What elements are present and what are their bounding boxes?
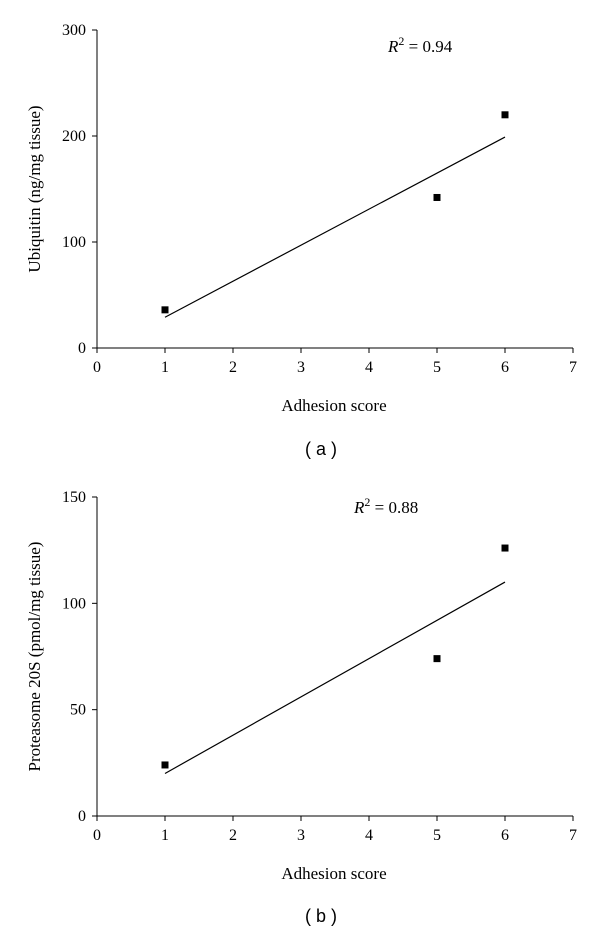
chart1-x-tick-label: 4 — [365, 827, 373, 844]
chart1-x-tick-label: 5 — [433, 827, 441, 844]
chart1-x-tick-label: 6 — [501, 827, 509, 844]
chart0-x-tick-label: 6 — [501, 359, 509, 376]
chart1-r-symbol: R — [353, 498, 365, 517]
chart1-data-point — [501, 544, 509, 552]
chart1-r-value: = 0.88 — [370, 498, 418, 517]
chart0-data-point — [501, 111, 509, 119]
chart0-r-symbol: R — [387, 37, 399, 56]
chart1-x-tick-label: 0 — [93, 827, 101, 844]
chart0-y-tick-label: 200 — [62, 128, 86, 145]
chart0-data-point — [161, 306, 169, 314]
chart0-x-tick-label: 4 — [365, 359, 373, 376]
chart1-r-exponent: 2 — [364, 495, 370, 509]
chart1-panel-label: ( b ) — [305, 906, 337, 926]
chart1-y-tick-label: 100 — [62, 595, 86, 612]
chart1-x-tick-label: 2 — [229, 827, 237, 844]
chart1-x-axis-title: Adhesion score — [281, 864, 386, 883]
chart1-y-axis-title: Proteasome 20S (pmol/mg tissue) — [25, 542, 44, 772]
chart0-y-tick-label: 100 — [62, 234, 86, 251]
chart1-x-tick-label: 1 — [161, 827, 169, 844]
chart0-y-tick-label: 0 — [78, 340, 86, 357]
chart0-x-tick-label: 1 — [161, 359, 169, 376]
chart0-x-tick-label: 2 — [229, 359, 237, 376]
chart0-x-tick-label: 5 — [433, 359, 441, 376]
chart1-panel: 0 1 2 3 4 5 6 7 0 50 100 150 Adhesion score Proteasom… — [25, 489, 577, 926]
chart0-y-axis-title: Ubiquitin (ng/mg tissue) — [25, 105, 44, 272]
chart1-regression-line — [164, 581, 506, 774]
chart0-regression-line — [164, 136, 506, 318]
chart1-data-point — [433, 655, 441, 663]
chart0-r-squared-annotation: R2 = 0.94 — [387, 34, 453, 56]
chart1-x-tick-label: 3 — [297, 827, 305, 844]
chart0-r-value: = 0.94 — [404, 37, 452, 56]
chart0-panel-label: ( a ) — [305, 439, 337, 459]
chart1-data-point — [161, 761, 169, 769]
chart0-r-exponent: 2 — [398, 34, 404, 48]
chart0-y-tick-label: 300 — [62, 22, 86, 39]
chart1-r-squared-annotation: R2 = 0.88 — [353, 495, 418, 517]
chart1-y-tick-label: 150 — [62, 489, 86, 506]
chart1-y-tick-label: 50 — [70, 702, 86, 719]
chart1-x-tick-label: 7 — [569, 827, 577, 844]
chart0-x-tick-label: 7 — [569, 359, 577, 376]
chart1-y-tick-label: 0 — [78, 808, 86, 825]
chart0-panel: 0 1 2 3 4 5 6 7 0 100 200 300 Adhesion score Ubiquiti… — [25, 22, 577, 459]
chart0-x-tick-label: 3 — [297, 359, 305, 376]
chart0-x-tick-label: 0 — [93, 359, 101, 376]
chart0-data-point — [433, 193, 441, 201]
chart0-x-axis-title: Adhesion score — [281, 396, 386, 415]
